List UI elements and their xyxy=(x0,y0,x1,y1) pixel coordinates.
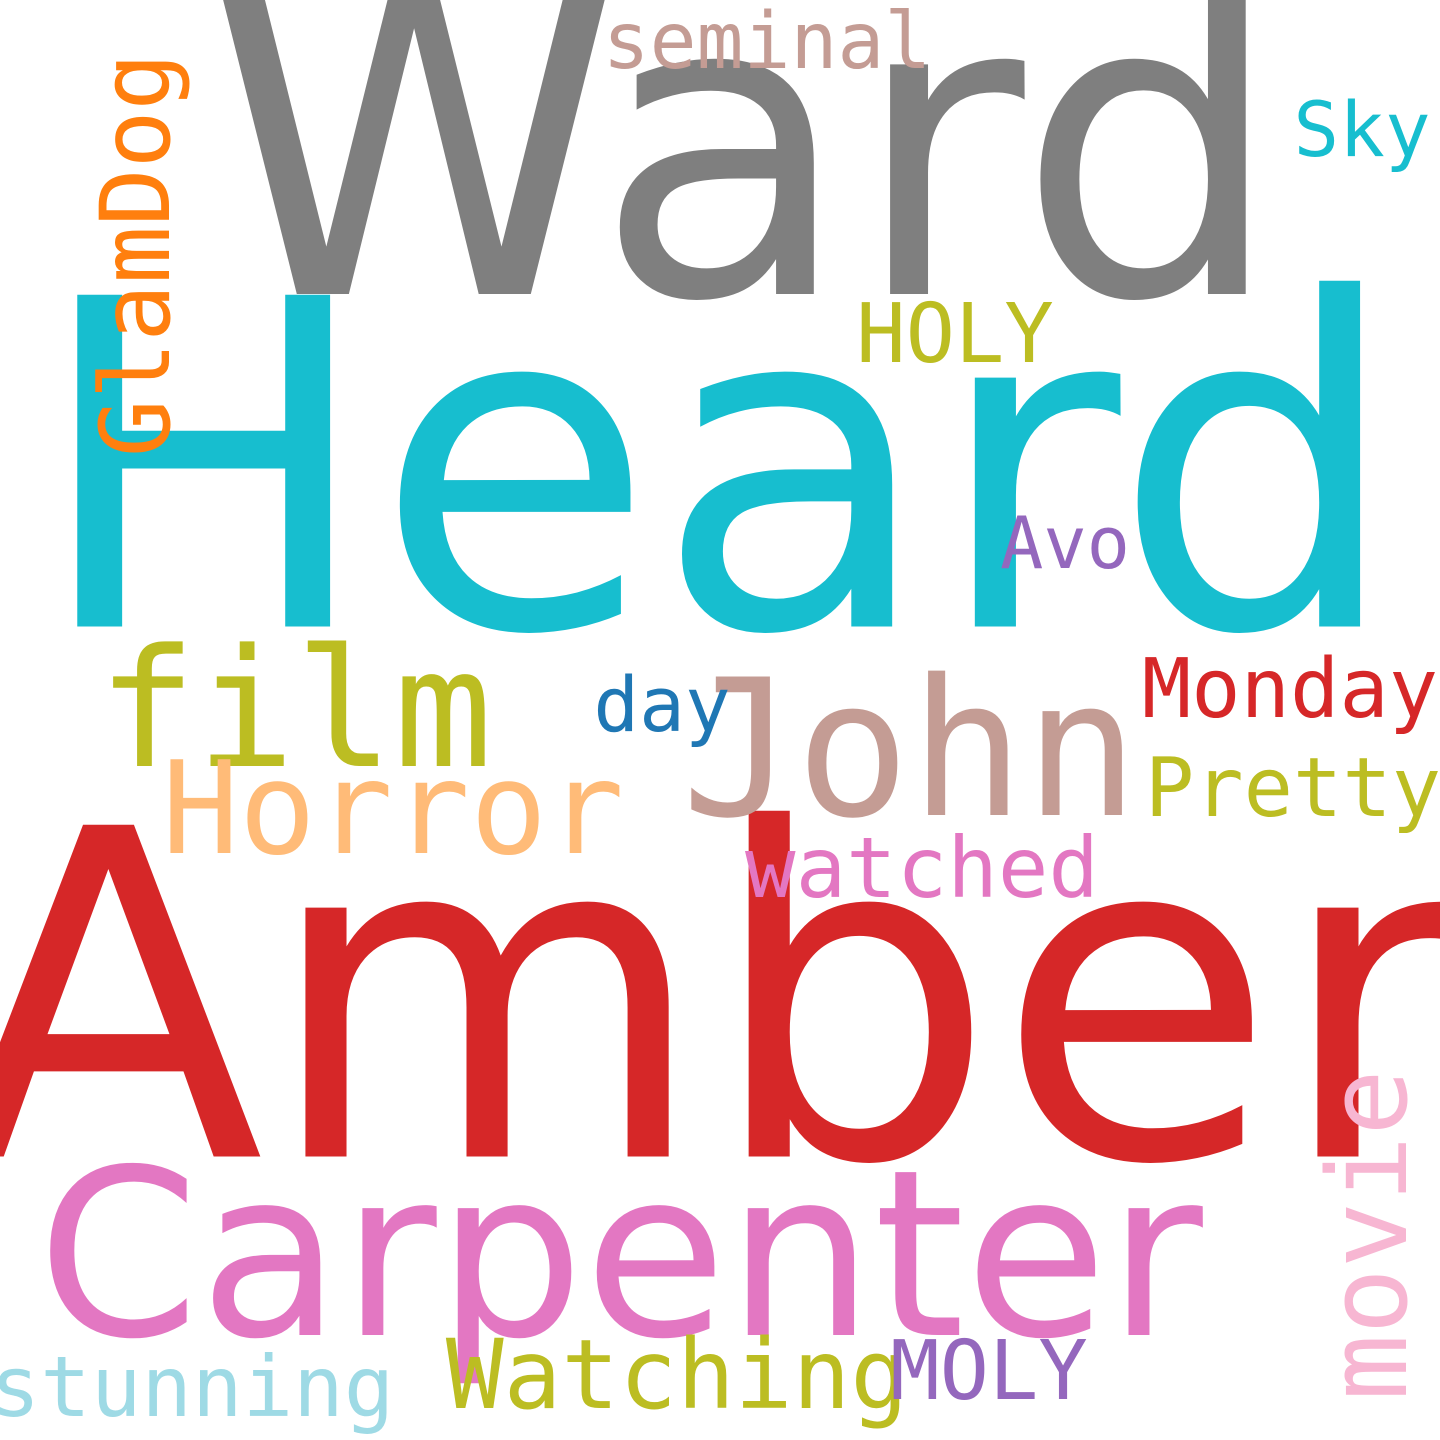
word-pretty: Pretty xyxy=(1144,741,1440,836)
word-moly: MOLY xyxy=(890,1324,1088,1419)
word-carpenter: Carpenter xyxy=(37,1120,1203,1390)
word-heard: Heard xyxy=(32,205,1402,735)
word-john: John xyxy=(681,639,1139,860)
word-ward: Ward xyxy=(206,0,1284,394)
word-monday: Monday xyxy=(1141,642,1439,737)
word-stunning: stunning xyxy=(0,1338,395,1436)
word-holy: HOLY xyxy=(856,287,1054,382)
word-sky: Sky xyxy=(1293,85,1431,174)
word-avo: Avo xyxy=(999,501,1131,585)
word-day: day xyxy=(593,660,731,749)
word-watching: Watching xyxy=(445,1319,909,1431)
word-horror: Horror xyxy=(161,735,625,884)
word-film: film xyxy=(97,614,493,805)
word-seminal: seminal xyxy=(602,0,932,87)
word-glamdog: GlamDog xyxy=(80,52,192,458)
word-movie: movie xyxy=(1304,1069,1432,1401)
word-watched: watched xyxy=(744,819,1100,917)
word-amber: Amber xyxy=(0,735,1440,1265)
